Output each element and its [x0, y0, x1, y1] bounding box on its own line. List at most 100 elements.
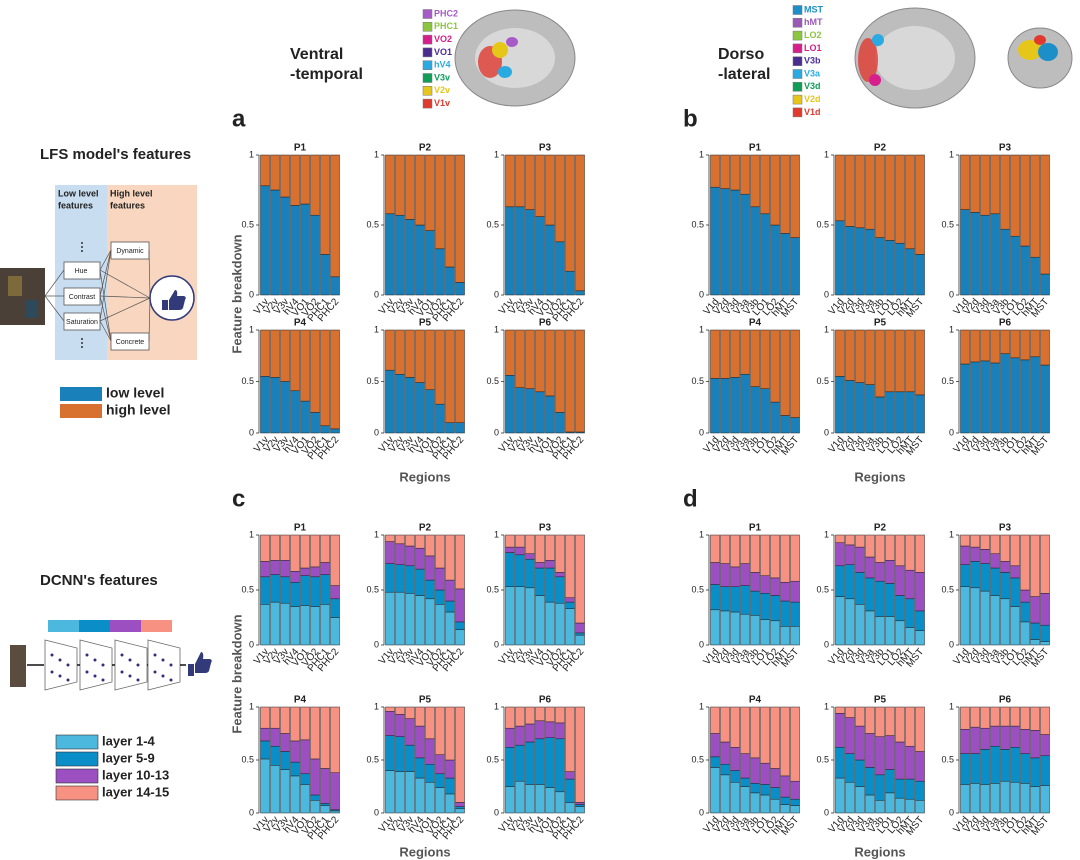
- bar-segment: [405, 154, 415, 220]
- bar-segment: [960, 534, 970, 547]
- chart-title: P1: [749, 143, 762, 154]
- y-tick-label: 1: [949, 701, 954, 711]
- y-tick-label: 0: [494, 807, 499, 817]
- bar-segment: [835, 220, 845, 296]
- bar-segment: [990, 706, 1000, 727]
- bar-segment: [575, 534, 585, 624]
- bar-segment: [990, 213, 1000, 296]
- bar-segment: [980, 749, 990, 785]
- bar-segment: [845, 154, 855, 227]
- bar-segment: [385, 369, 395, 434]
- x-axis-label: Regions: [399, 844, 450, 859]
- bar-segment: [555, 412, 565, 434]
- roi-label: V3d: [804, 81, 821, 91]
- x-axis-label: Regions: [854, 844, 905, 859]
- bar-segment: [260, 740, 270, 760]
- y-tick-label: 0: [949, 289, 954, 299]
- bar-segment: [290, 761, 300, 777]
- bar-segment: [960, 564, 970, 587]
- region-title: Dorso: [718, 46, 764, 63]
- bar-segment: [770, 787, 780, 800]
- bar-segment: [415, 706, 425, 727]
- bar-segment: [290, 606, 300, 646]
- bar-segment: [455, 154, 465, 283]
- bar-segment: [780, 600, 790, 627]
- box-header: High level: [110, 188, 153, 198]
- bar-segment: [575, 806, 585, 814]
- bar-segment: [790, 706, 800, 782]
- chart-title: P4: [294, 695, 307, 706]
- bar-segment: [290, 534, 300, 572]
- bar-segment: [1030, 356, 1040, 434]
- bar-segment: [970, 783, 980, 814]
- bar-segment: [760, 534, 770, 576]
- bar-segment: [855, 154, 865, 229]
- bar-segment: [855, 227, 865, 296]
- bar-segment: [260, 604, 270, 646]
- bar-segment: [1030, 596, 1040, 624]
- bar-segment: [865, 706, 875, 734]
- legend-label: layer 14-15: [102, 784, 169, 799]
- bar-segment: [555, 722, 565, 740]
- bar-segment: [395, 534, 405, 545]
- bar-segment: [310, 412, 320, 434]
- bar-segment: [1010, 329, 1020, 359]
- y-tick-label: 1: [824, 701, 829, 711]
- bar-segment: [445, 777, 455, 795]
- bar-segment: [455, 588, 465, 623]
- bar-segment: [575, 804, 585, 807]
- bar-segment: [710, 534, 720, 563]
- bar-segment: [555, 534, 565, 573]
- y-tick-label: 0: [249, 639, 254, 649]
- bar-segment: [720, 154, 730, 189]
- bar-segment: [1000, 572, 1010, 600]
- bar-segment: [505, 206, 515, 296]
- bar-segment: [280, 381, 290, 434]
- bar-segment: [730, 782, 740, 814]
- bar-segment: [895, 620, 905, 646]
- bar-segment: [770, 706, 780, 769]
- y-tick-label: 1: [824, 149, 829, 159]
- bar-segment: [310, 800, 320, 814]
- bar-segment: [865, 577, 875, 612]
- bar-segment: [310, 794, 320, 801]
- bar-segment: [885, 792, 895, 814]
- bar-segment: [545, 560, 555, 569]
- bar-segment: [405, 534, 415, 547]
- bar-segment: [780, 626, 790, 646]
- bar-segment: [960, 545, 970, 565]
- bar-segment: [330, 810, 340, 814]
- y-tick-label: 0: [374, 639, 379, 649]
- bar-segment: [915, 706, 925, 752]
- bar-segment: [1030, 622, 1040, 640]
- bar-segment: [770, 768, 780, 788]
- bar-segment: [1020, 245, 1030, 296]
- bar-segment: [575, 802, 585, 805]
- y-tick-label: 0: [824, 427, 829, 437]
- bar-segment: [280, 733, 290, 752]
- bar-segment: [535, 534, 545, 563]
- bar-segment: [525, 784, 535, 814]
- bar-segment: [790, 805, 800, 814]
- bar-segment: [505, 786, 515, 814]
- bar-segment: [535, 595, 545, 646]
- bar-segment: [855, 725, 865, 761]
- bar-segment: [280, 534, 290, 561]
- bar-segment: [895, 534, 905, 567]
- box-header: features: [58, 200, 93, 210]
- bar-segment: [780, 706, 790, 777]
- bar-segment: [865, 534, 875, 558]
- bar-segment: [320, 329, 330, 427]
- bar-segment: [835, 777, 845, 814]
- bar-segment: [1020, 601, 1030, 623]
- bar-segment: [395, 706, 405, 715]
- bar-segment: [730, 377, 740, 434]
- bar-segment: [455, 808, 465, 814]
- y-tick-label: 0: [949, 807, 954, 817]
- bar-segment: [990, 154, 1000, 215]
- bar-segment: [330, 617, 340, 646]
- bar-segment: [290, 740, 300, 763]
- bar-segment: [1010, 534, 1020, 567]
- y-tick-label: 0.5: [366, 584, 379, 594]
- bar-segment: [455, 329, 465, 423]
